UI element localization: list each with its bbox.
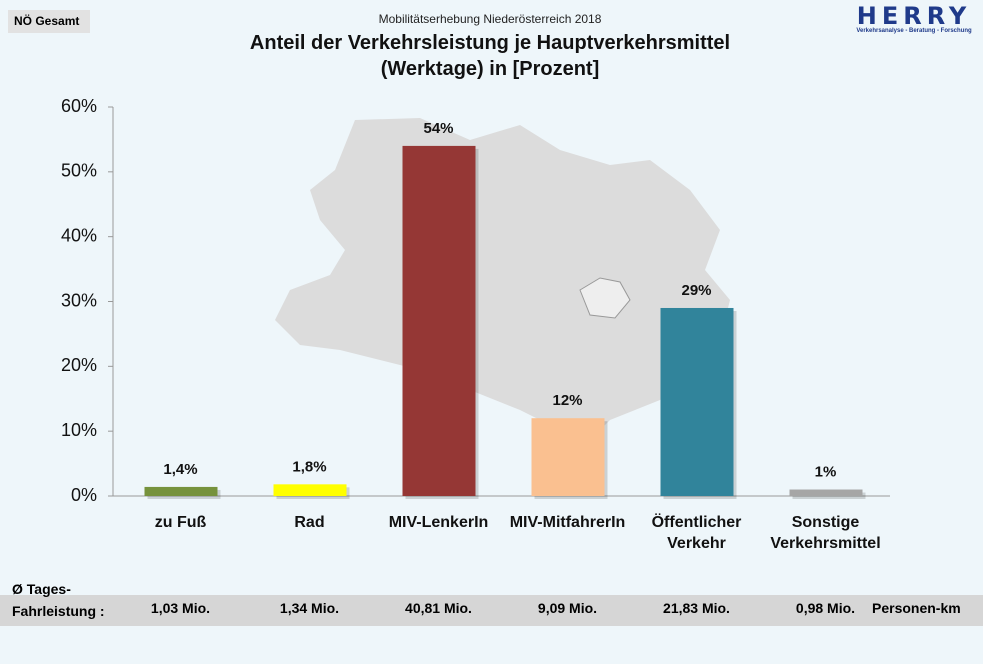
value-label: 12% <box>552 392 582 409</box>
x-tick-label: Öffentlicher Verkehr <box>651 514 742 552</box>
bar <box>144 486 218 496</box>
footer-value: 9,09 Mio. <box>537 600 598 616</box>
logo-name: HERRY <box>856 2 972 30</box>
bar <box>789 489 863 496</box>
chart-subtitle: Mobilitätserhebung Niederösterreich 2018 <box>378 12 602 26</box>
logo: HERRY Verkehrsanalyse - Beratung - Forsc… <box>848 2 980 34</box>
vienna-outline <box>579 277 631 319</box>
y-tick-label: 0% <box>71 485 97 505</box>
map-silhouette <box>275 118 730 440</box>
footer-value: 1,03 Mio. <box>150 600 211 616</box>
footer-value: 0,98 Mio. <box>795 600 856 616</box>
chart-title: Anteil der Verkehrsleistung je Hauptverk… <box>249 32 731 80</box>
x-tick-label: MIV-LenkerIn <box>388 514 489 531</box>
value-label: 29% <box>681 282 711 299</box>
y-tick-label: 40% <box>61 225 97 245</box>
bar <box>531 418 605 496</box>
y-tick-label: 50% <box>61 161 97 181</box>
footer-value: 1,34 Mio. <box>279 600 340 616</box>
x-tick-label: Rad <box>294 514 325 531</box>
y-tick-label: 10% <box>61 420 97 440</box>
y-tick-label: 30% <box>61 290 97 310</box>
footer-value: 40,81 Mio. <box>405 600 472 616</box>
logo-tagline: Verkehrsanalyse - Beratung - Forschung <box>856 28 972 34</box>
x-tick-label: MIV-MitfahrerIn <box>509 514 626 531</box>
value-label: 1% <box>815 463 837 480</box>
value-label: 54% <box>423 120 453 137</box>
footer-value: 21,83 Mio. <box>663 600 730 616</box>
bar <box>402 145 476 496</box>
bar <box>660 307 734 496</box>
y-tick-label: 60% <box>61 96 97 116</box>
value-label: 1,8% <box>292 458 326 475</box>
x-tick-label: zu Fuß <box>154 514 207 531</box>
footer-band <box>0 595 983 626</box>
footer-label: Ø Tages- Fahrleistung : <box>12 581 105 619</box>
y-tick-label: 20% <box>61 355 97 375</box>
x-tick-label: Sonstige Verkehrsmittel <box>770 514 881 552</box>
region-tag: NÖ Gesamt <box>8 10 90 33</box>
value-label: 1,4% <box>163 461 197 478</box>
footer-unit: Personen-km <box>872 600 961 616</box>
bar <box>273 484 347 496</box>
